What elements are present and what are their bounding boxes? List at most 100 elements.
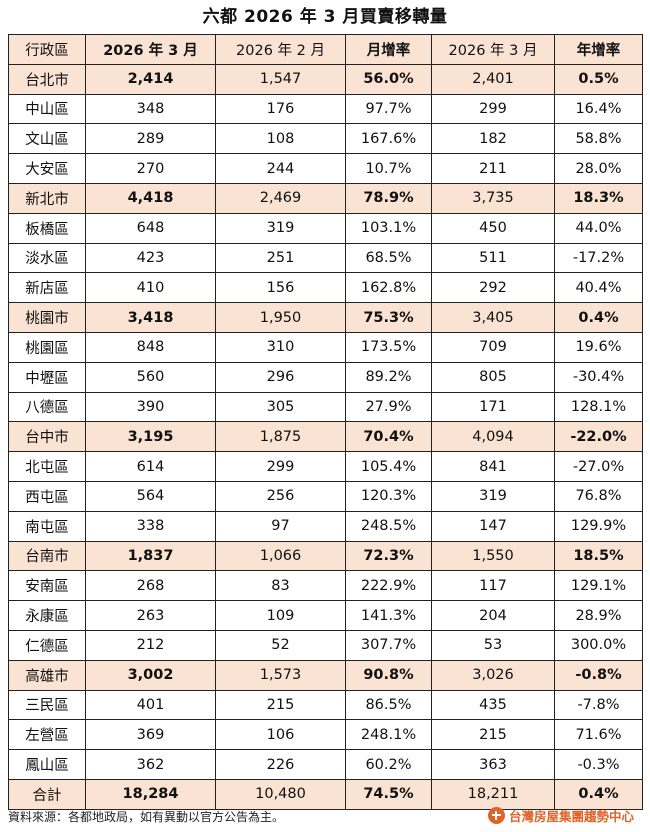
cell-feb-2026: 244 [215,153,346,184]
cell-mom: 89.2% [345,361,432,393]
cell-district: 桃園市 [8,302,86,333]
cell-mar-2026: 263 [85,600,216,631]
city-row: 高雄市 3,002 1,573 90.8% 3,026 -0.8% [8,659,643,691]
total-row: 合計 18,284 10,480 74.5% 18,211 0.4% [8,778,643,810]
cell-mar-2026: 564 [85,480,216,512]
cell-last-year: 4,094 [431,421,555,453]
cell-last-year: 1,550 [431,540,555,572]
cell-district: 安南區 [8,570,86,602]
cell-yoy: 0.5% [554,63,643,95]
district-row: 中壢區 560 296 89.2% 805 -30.4% [8,361,643,393]
district-row: 桃園區 848 310 173.5% 709 19.6% [8,331,643,363]
district-row: 三民區 401 215 86.5% 435 -7.8% [8,689,643,721]
cell-feb-2026: 215 [215,689,346,721]
district-row: 西屯區 564 256 120.3% 319 76.8% [8,480,643,512]
cell-feb-2026: 106 [215,719,346,751]
cell-mar-2026: 3,002 [85,659,216,691]
cell-yoy: 28.9% [554,600,643,631]
cell-mar-2026: 4,418 [85,182,216,214]
cell-last-year: 171 [431,391,555,423]
cell-district: 大安區 [8,153,86,184]
district-row: 八德區 390 305 27.9% 171 128.1% [8,391,643,423]
cell-district: 左營區 [8,719,86,751]
city-row: 新北市 4,418 2,469 78.9% 3,735 18.3% [8,182,643,214]
cell-last-year: 215 [431,719,555,751]
cell-district: 仁德區 [8,629,86,661]
city-row: 台南市 1,837 1,066 72.3% 1,550 18.5% [8,540,643,572]
cell-mom: 248.1% [345,719,432,751]
cell-district: 北屯區 [8,451,86,482]
cell-last-year: 2,401 [431,63,555,95]
brand-name: 台灣房屋集團趨勢中心 [508,809,634,824]
district-row: 大安區 270 244 10.7% 211 28.0% [8,153,643,184]
cell-yoy: 40.4% [554,272,643,304]
header-district: 行政區 [8,34,86,65]
header-mom: 月增率 [345,34,432,65]
district-row: 北屯區 614 299 105.4% 841 -27.0% [8,451,643,482]
cell-mar-2026: 212 [85,629,216,661]
cell-mom: 307.7% [345,629,432,661]
cell-mom: 97.7% [345,93,432,125]
header-feb-2026: 2026 年 2 月 [215,34,346,65]
cell-mar-2026: 268 [85,570,216,602]
cell-mom: 74.5% [345,778,432,810]
city-row: 台北市 2,414 1,547 56.0% 2,401 0.5% [8,63,643,95]
cell-yoy: 19.6% [554,331,643,363]
cell-district: 台中市 [8,421,86,453]
cell-yoy: 18.5% [554,540,643,572]
cell-last-year: 117 [431,570,555,602]
cell-last-year: 435 [431,689,555,721]
cell-district: 中壢區 [8,361,86,393]
cell-mar-2026: 362 [85,749,216,780]
cell-mom: 68.5% [345,242,432,274]
cell-feb-2026: 1,950 [215,302,346,333]
cell-feb-2026: 109 [215,600,346,631]
cell-mar-2026: 18,284 [85,778,216,810]
district-row: 板橋區 648 319 103.1% 450 44.0% [8,212,643,244]
district-row: 安南區 268 83 222.9% 117 129.1% [8,570,643,602]
cell-yoy: 0.4% [554,302,643,333]
cell-last-year: 511 [431,242,555,274]
cell-district: 南屯區 [8,510,86,542]
header-row: 行政區 2026 年 3 月 2026 年 2 月 月增率 2026 年 3 月… [8,34,643,65]
footer: 資料來源：各都地政局，如有異動以官方公告為主。 台灣房屋集團趨勢中心 [8,806,642,826]
cell-feb-2026: 2,469 [215,182,346,214]
district-row: 鳳山區 362 226 60.2% 363 -0.3% [8,749,643,780]
district-row: 淡水區 423 251 68.5% 511 -17.2% [8,242,643,274]
cell-mar-2026: 401 [85,689,216,721]
cell-district: 淡水區 [8,242,86,274]
cell-last-year: 363 [431,749,555,780]
cell-mom: 75.3% [345,302,432,333]
cell-mom: 105.4% [345,451,432,482]
cell-feb-2026: 299 [215,451,346,482]
cell-district: 中山區 [8,93,86,125]
cell-feb-2026: 176 [215,93,346,125]
cell-last-year: 292 [431,272,555,304]
cell-feb-2026: 156 [215,272,346,304]
header-mar-2026: 2026 年 3 月 [85,34,216,65]
cell-yoy: -17.2% [554,242,643,274]
cell-district: 台南市 [8,540,86,572]
cell-district: 鳳山區 [8,749,86,780]
cell-mom: 103.1% [345,212,432,244]
cell-district: 永康區 [8,600,86,631]
cell-district: 八德區 [8,391,86,423]
cell-district: 新北市 [8,182,86,214]
cell-yoy: 129.1% [554,570,643,602]
cell-yoy: 18.3% [554,182,643,214]
cell-yoy: 71.6% [554,719,643,751]
cell-district: 高雄市 [8,659,86,691]
cell-feb-2026: 1,573 [215,659,346,691]
cell-last-year: 3,405 [431,302,555,333]
cell-mom: 222.9% [345,570,432,602]
cell-feb-2026: 256 [215,480,346,512]
cell-yoy: 58.8% [554,123,643,155]
transfer-table: 行政區 2026 年 3 月 2026 年 2 月 月增率 2026 年 3 月… [8,34,643,810]
cell-last-year: 3,735 [431,182,555,214]
cell-feb-2026: 108 [215,123,346,155]
cell-mom: 173.5% [345,331,432,363]
cell-mar-2026: 3,418 [85,302,216,333]
cell-last-year: 709 [431,331,555,363]
cell-last-year: 3,026 [431,659,555,691]
cell-district: 台北市 [8,63,86,95]
